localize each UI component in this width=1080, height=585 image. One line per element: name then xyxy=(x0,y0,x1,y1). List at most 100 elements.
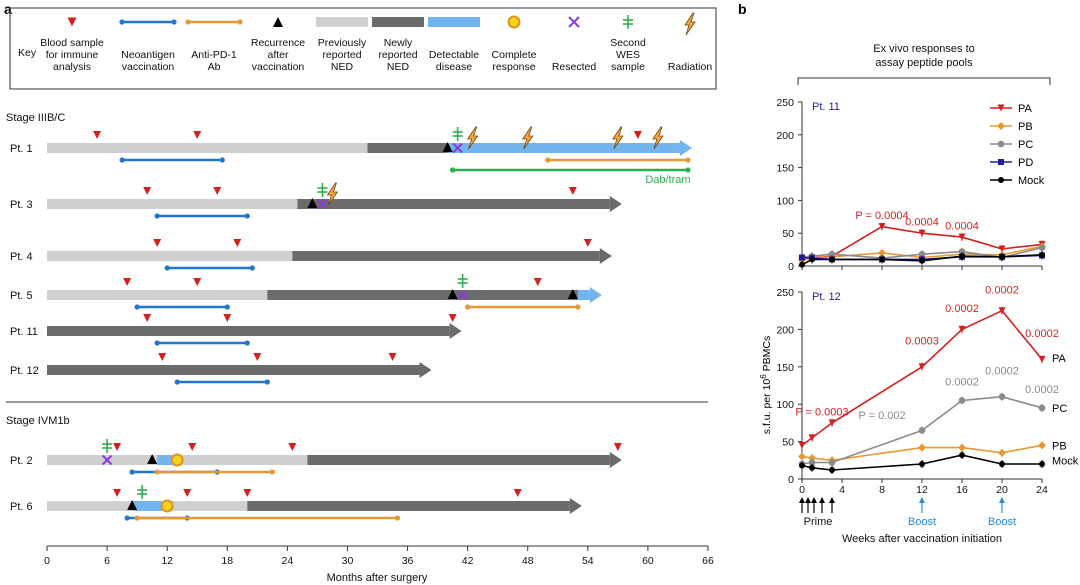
chart-pt11-series-mock-point-w12 xyxy=(919,257,925,264)
pt-6-antipd1-0-end1 xyxy=(134,515,140,521)
chart-pt12-series-pb-point-w16 xyxy=(958,443,966,452)
pt-4-vaccination-end2 xyxy=(249,265,255,271)
months-tick-label-30: 30 xyxy=(342,555,354,567)
pt-11-vaccination xyxy=(154,340,250,346)
pt-6-blood-2 xyxy=(243,489,252,497)
chart-pt12-series-mock-point-w1 xyxy=(809,464,815,471)
pt-6-seg-3 xyxy=(247,501,570,511)
pt-6-seg-2 xyxy=(162,501,248,511)
pt-11-label: Pt. 11 xyxy=(10,326,38,338)
pt-2-blood-3 xyxy=(613,443,622,451)
chart-pt11-ytick-label-100: 100 xyxy=(776,195,794,207)
chart-pt11-ytick-label-250: 250 xyxy=(776,97,794,109)
pt-1-radiation-0 xyxy=(466,126,479,150)
pt-6-arrowhead xyxy=(569,498,582,514)
months-tick-label-24: 24 xyxy=(282,555,294,567)
chart-pt12-series-mock-point-w20 xyxy=(999,461,1005,468)
pt-11-seg-0 xyxy=(47,326,450,336)
pt-4-label: Pt. 4 xyxy=(10,251,33,263)
weeks-tick-label-12: 12 xyxy=(916,484,928,496)
key-resected-icon-b xyxy=(568,16,580,28)
chart-pt12-annotation-8: 0.0002 xyxy=(1025,384,1059,396)
pt-3-vaccination-end1 xyxy=(154,213,160,219)
pt-5-vaccination-end1 xyxy=(134,304,140,310)
pt-1-antipd1-0-end2 xyxy=(685,157,691,163)
months-tick-label-0: 0 xyxy=(44,555,50,567)
pt-3-label: Pt. 3 xyxy=(10,199,33,211)
chart-pt11-annotation-1: 0.0004 xyxy=(905,216,939,228)
chart-pt11-series-mock-line xyxy=(801,254,1043,266)
weeks-tick-label-20: 20 xyxy=(996,484,1008,496)
key-complete-label-0: Complete xyxy=(492,49,537,61)
chart-pt11-annotation-0: P = 0.0004 xyxy=(855,210,908,222)
pt-6-seg-0 xyxy=(47,501,133,511)
pt-12-blood-2 xyxy=(388,353,397,361)
chart-pt12-series-pc-point-w12 xyxy=(918,427,926,434)
pt-5-blood-1 xyxy=(193,278,202,286)
panel-a-label: a xyxy=(4,1,12,17)
y-axis-title-sup: 6 xyxy=(759,374,768,379)
weeks-axis-title: Weeks after vaccination initiation xyxy=(842,533,1002,545)
key-new_ned-label-1: reported xyxy=(378,49,417,61)
key-vaccine-label-0: Neoantigen xyxy=(121,49,175,61)
chart-pt12-series-pa-point-w12 xyxy=(918,363,926,371)
pt-2-blood-0 xyxy=(113,443,122,451)
key-blood-label-1: for immune xyxy=(46,49,99,61)
chart-pt11-legend-mock-text: Mock xyxy=(1018,175,1045,187)
pt-1-blood-2 xyxy=(633,131,642,139)
months-tick-label-60: 60 xyxy=(642,555,654,567)
pt-2-blood-1 xyxy=(188,443,197,451)
chart-pt12-end-label-pb: PB xyxy=(1052,440,1067,452)
chart-pt12-ytick-label-50: 50 xyxy=(782,437,794,449)
key-wes-label-1: WES xyxy=(616,49,640,61)
pt-2-complete-response-0 xyxy=(170,453,184,467)
key-prev_ned-label-2: NED xyxy=(331,61,354,73)
key-recurrence-icon xyxy=(273,17,283,27)
boost-label-0: Boost xyxy=(908,516,936,528)
pt-12-arrowhead xyxy=(419,362,432,378)
weeks-tick-label-8: 8 xyxy=(879,484,885,496)
key-antipd1-icon-end2 xyxy=(237,19,243,25)
pt-6-wes-0 xyxy=(137,485,148,499)
panel-b-label: b xyxy=(738,1,747,17)
pt-2-recurrence-0 xyxy=(147,454,158,464)
chart-pt11-legend-pd-text: PD xyxy=(1018,157,1033,169)
chart-pt11-series-pa-point-w16 xyxy=(958,233,966,241)
pt-3-wes-0 xyxy=(317,183,328,197)
key-radiation-icon xyxy=(684,12,696,36)
chart-pt11-ytick-label-200: 200 xyxy=(776,130,794,142)
chart-pt11-series-pd-point-w0 xyxy=(799,254,805,261)
stage-iiibc-label: Stage IIIB/C xyxy=(6,112,65,124)
pt-3-arrowhead xyxy=(609,196,622,212)
key-disease-icon xyxy=(428,17,480,27)
months-tick-label-36: 36 xyxy=(402,555,414,567)
chart-pt11-series-mock-point-w3 xyxy=(829,256,835,263)
pt-6-antipd1-0-end2 xyxy=(394,515,401,521)
pt-4-vaccination xyxy=(164,265,255,271)
key-complete-icon xyxy=(507,15,521,29)
chart-pt12-series-mock-point-w3 xyxy=(829,467,835,474)
pt-6-blood-1 xyxy=(183,489,192,497)
chart-pt12-series-pc-point-w16 xyxy=(958,397,966,404)
key-prev_ned-label-1: reported xyxy=(322,49,361,61)
pt-1-dab-tram-end2 xyxy=(685,167,691,173)
chart-pt12-series-pb-point-w0 xyxy=(798,452,806,461)
months-tick-label-66: 66 xyxy=(702,555,714,567)
chart-pt11-series-mock-point-w0 xyxy=(799,261,805,268)
chart-pt12-series-pb-point-w12 xyxy=(918,443,926,452)
header-line-2: assay peptide pools xyxy=(875,57,973,69)
key-wes-icon xyxy=(623,15,633,29)
prime-arrowhead-3 xyxy=(819,497,825,503)
chart-pt11-ytick-label-150: 150 xyxy=(776,163,794,175)
y-axis-title-main: s.f.u. per 10 xyxy=(761,379,773,435)
chart-pt12-series-pb-point-w24 xyxy=(1038,441,1046,450)
pt-1-wes-0 xyxy=(452,127,463,141)
chart-pt12-series-pa-line xyxy=(801,309,1043,446)
pt-5-vaccination xyxy=(134,304,230,310)
pt-5-arrowhead xyxy=(589,287,602,303)
pt-1-recurrence-0 xyxy=(442,142,453,152)
pt-6-complete-response-0 xyxy=(160,499,174,513)
key-wes-label-0: Second xyxy=(610,37,646,49)
key-antipd1-icon-end1 xyxy=(185,19,191,25)
pt-6-blood-3 xyxy=(513,489,522,497)
